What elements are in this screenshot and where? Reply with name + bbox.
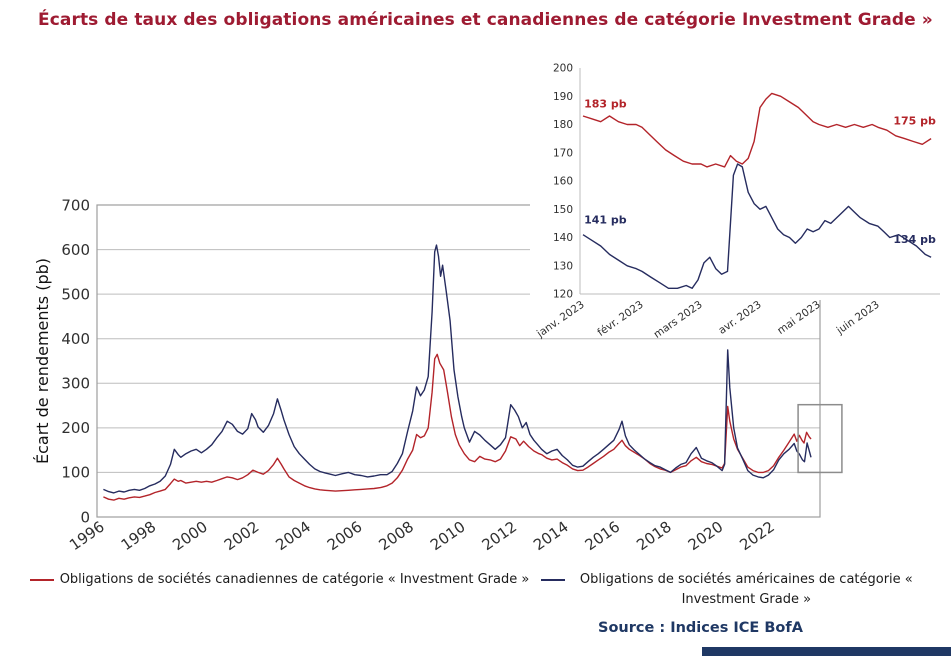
svg-text:170: 170 — [553, 147, 573, 159]
series-line-1 — [582, 163, 932, 289]
svg-text:2010: 2010 — [427, 518, 469, 555]
svg-text:avr. 2023: avr. 2023 — [716, 299, 763, 337]
svg-text:juin 2023: juin 2023 — [834, 299, 882, 338]
svg-text:130: 130 — [553, 260, 573, 272]
svg-text:200: 200 — [553, 63, 573, 75]
svg-text:120: 120 — [553, 289, 573, 301]
legend-label-us: Obligations de sociétés américaines de c… — [579, 572, 913, 608]
svg-text:2000: 2000 — [169, 518, 211, 555]
annotation-label: 183 pb — [584, 98, 627, 111]
legend-label-canada: Obligations de sociétés canadiennes de c… — [59, 572, 530, 587]
svg-text:mai 2023: mai 2023 — [775, 299, 823, 337]
svg-text:180: 180 — [553, 119, 573, 131]
canada-line-marker — [29, 579, 54, 581]
svg-text:500: 500 — [61, 285, 90, 303]
svg-text:400: 400 — [61, 330, 90, 348]
svg-text:200: 200 — [61, 419, 90, 437]
annotation-label: 175 pb — [893, 115, 936, 128]
svg-text:janv. 2023: janv. 2023 — [534, 299, 587, 341]
svg-text:1998: 1998 — [118, 518, 160, 555]
inset-chart: 120 130 140 150 160 170 180 190 200 janv. 2023 fév… — [530, 52, 950, 341]
svg-text:2020: 2020 — [685, 518, 727, 555]
svg-text:190: 190 — [553, 91, 573, 103]
svg-text:600: 600 — [61, 241, 90, 259]
us-line-marker — [541, 579, 566, 581]
series-line-0 — [582, 92, 932, 168]
svg-text:2002: 2002 — [221, 518, 263, 555]
series-line-1 — [103, 244, 812, 494]
footer-bar — [702, 647, 951, 656]
legend: Obligations de sociétés canadiennes de c… — [0, 570, 951, 610]
svg-text:700: 700 — [61, 196, 90, 214]
svg-text:2012: 2012 — [479, 518, 521, 555]
svg-text:2006: 2006 — [324, 518, 366, 555]
source-credit: Source : Indices ICE BofA — [598, 620, 803, 636]
series-line-0 — [103, 353, 812, 501]
page-title: Écarts de taux des obligations américain… — [38, 10, 933, 30]
svg-text:2018: 2018 — [633, 518, 675, 555]
svg-text:févr. 2023: févr. 2023 — [595, 299, 645, 339]
svg-text:2016: 2016 — [582, 518, 624, 555]
annotation-label: 134 pb — [893, 233, 936, 246]
svg-text:160: 160 — [553, 176, 573, 188]
svg-text:2008: 2008 — [375, 518, 417, 555]
svg-text:300: 300 — [61, 375, 90, 393]
svg-text:0: 0 — [80, 508, 90, 526]
chart-content: 120 130 140 150 160 170 180 190 200 janv. 2023 fév… — [530, 52, 950, 341]
legend-item-us: Obligations de sociétés américaines de c… — [541, 570, 921, 610]
legend-item-canada: Obligations de sociétés canadiennes de c… — [29, 570, 530, 590]
annotation-label: 141 pb — [584, 213, 627, 226]
svg-text:mars 2023: mars 2023 — [652, 299, 705, 341]
svg-text:140: 140 — [553, 232, 573, 244]
highlight-box — [797, 403, 843, 474]
svg-text:150: 150 — [553, 204, 573, 216]
svg-text:2022: 2022 — [736, 518, 778, 555]
svg-text:2014: 2014 — [530, 518, 572, 555]
svg-text:2004: 2004 — [272, 518, 314, 555]
y-axis-title: Écart de rendements (pb) — [33, 258, 52, 464]
svg-text:100: 100 — [61, 464, 90, 482]
